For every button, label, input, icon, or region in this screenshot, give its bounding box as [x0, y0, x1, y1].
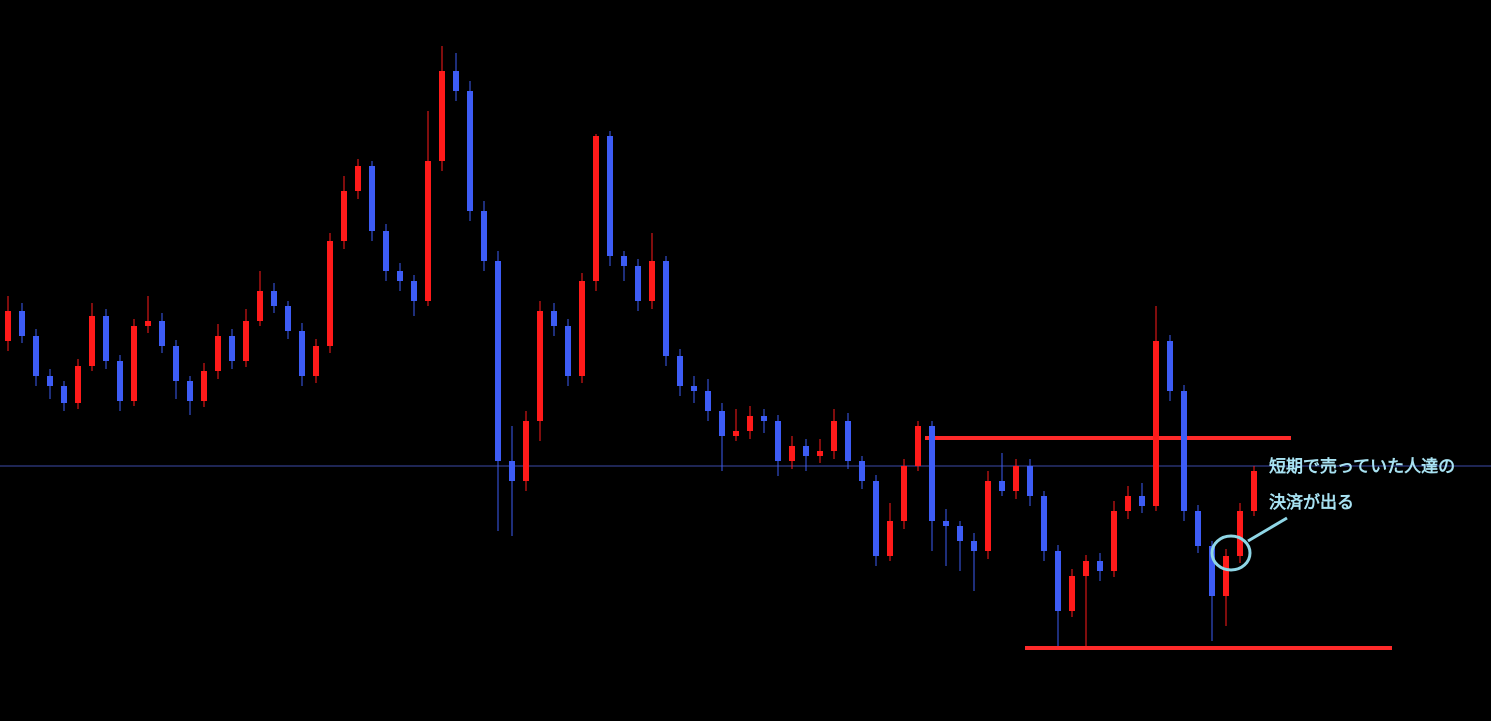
candle-body [775, 421, 781, 461]
highlight-circle [1210, 534, 1252, 572]
candle-body [313, 346, 319, 376]
candle-body [131, 326, 137, 401]
candle-body [495, 261, 501, 461]
candle-body [187, 381, 193, 401]
candle-body [691, 386, 697, 391]
candle-body [593, 136, 599, 281]
candle-body [89, 316, 95, 366]
candle-body [1125, 496, 1131, 511]
candle-body [537, 311, 543, 421]
candle-body [1181, 391, 1187, 511]
candle-body [411, 281, 417, 301]
candle-body [285, 306, 291, 331]
candle-body [215, 336, 221, 371]
annotation-line: 決済が出る [1269, 492, 1354, 513]
candle-body [397, 271, 403, 281]
candle-body [873, 481, 879, 556]
candle-body [635, 266, 641, 301]
candle-body [1055, 551, 1061, 611]
candle-body [173, 346, 179, 381]
candle-body [299, 331, 305, 376]
candle-body [999, 481, 1005, 491]
candle-body [117, 361, 123, 401]
candle-body [355, 166, 361, 191]
candles [5, 46, 1257, 646]
candle-body [453, 71, 459, 91]
candle-body [1041, 496, 1047, 551]
candle-body [789, 446, 795, 461]
candle-body [915, 426, 921, 466]
candle-body [831, 421, 837, 451]
candle-body [621, 256, 627, 266]
candle-body [257, 291, 263, 321]
candle-body [1153, 341, 1159, 506]
candle-body [649, 261, 655, 301]
candle-body [719, 411, 725, 436]
candle-body [607, 136, 613, 256]
candle-body [243, 321, 249, 361]
candle-body [481, 211, 487, 261]
candle-body [467, 91, 473, 211]
candle-body [957, 526, 963, 541]
candle-body [5, 311, 11, 341]
candle-body [425, 161, 431, 301]
candle-body [159, 321, 165, 346]
candle-body [19, 311, 25, 336]
candle-body [1083, 561, 1089, 576]
candle-body [439, 71, 445, 161]
candle-body [523, 421, 529, 481]
candle-body [509, 461, 515, 481]
candle-body [929, 426, 935, 521]
candle-body [47, 376, 53, 386]
candle-body [201, 371, 207, 401]
candle-body [145, 321, 151, 326]
candle-body [579, 281, 585, 376]
candle-body [103, 316, 109, 361]
candle-body [1251, 471, 1257, 511]
candle-body [369, 166, 375, 231]
candle-body [1195, 511, 1201, 546]
annotation-line: 短期で売っていた人達の [1269, 456, 1455, 477]
level-lines [0, 436, 1491, 650]
candle-body [817, 451, 823, 456]
candle-body [1223, 556, 1229, 596]
candle-body [887, 521, 893, 556]
candle-body [803, 446, 809, 456]
candle-body [1237, 511, 1243, 556]
candle-body [551, 311, 557, 326]
candle-body [1097, 561, 1103, 571]
pointer-line [1247, 516, 1288, 543]
candle-body [1069, 576, 1075, 611]
candle-body [1111, 511, 1117, 571]
candle-body [663, 261, 669, 356]
candle-body [705, 391, 711, 411]
candle-body [75, 366, 81, 403]
candle-body [1167, 341, 1173, 391]
candle-body [565, 326, 571, 376]
candle-body [1209, 546, 1215, 596]
candle-body [747, 416, 753, 431]
candle-body [901, 466, 907, 521]
candle-body [985, 481, 991, 551]
candle-body [229, 336, 235, 361]
candle-body [61, 386, 67, 403]
candle-body [327, 241, 333, 346]
candle-body [383, 231, 389, 271]
candle-body [1139, 496, 1145, 506]
candle-body [971, 541, 977, 551]
candle-body [1027, 466, 1033, 496]
candle-body [845, 421, 851, 461]
candle-body [677, 356, 683, 386]
candle-body [341, 191, 347, 241]
candle-body [761, 416, 767, 421]
candle-body [1013, 466, 1019, 491]
candle-body [271, 291, 277, 306]
candle-body [859, 461, 865, 481]
candle-body [733, 431, 739, 436]
candle-body [943, 521, 949, 526]
candle-body [33, 336, 39, 376]
